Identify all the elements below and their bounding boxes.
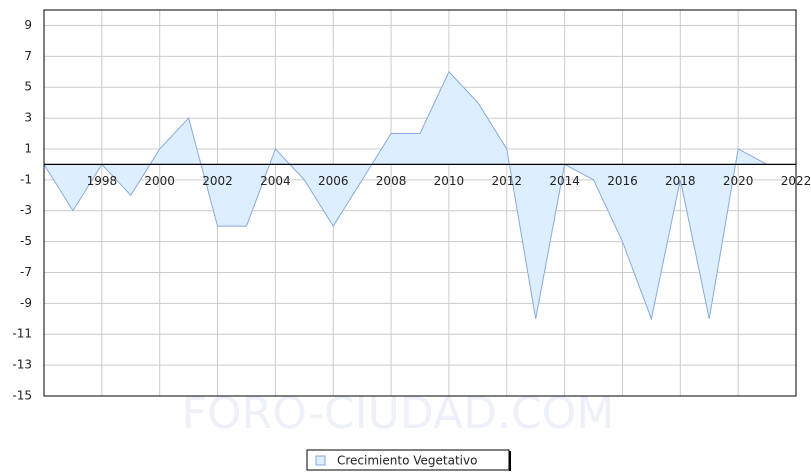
x-tick-label: 2008 bbox=[376, 174, 407, 188]
x-tick-label: 2016 bbox=[607, 174, 638, 188]
y-tick-label: -7 bbox=[20, 265, 32, 279]
y-tick-label: -11 bbox=[12, 327, 32, 341]
y-tick-label: 7 bbox=[24, 49, 32, 63]
x-tick-label: 2002 bbox=[202, 174, 233, 188]
y-tick-label: -9 bbox=[20, 296, 32, 310]
y-tick-label: -1 bbox=[20, 172, 32, 186]
y-tick-label: -13 bbox=[12, 358, 32, 372]
x-tick-label: 2020 bbox=[723, 174, 754, 188]
y-tick-label: 1 bbox=[24, 141, 32, 155]
legend-label: Crecimiento Vegetativo bbox=[337, 454, 477, 468]
x-tick-label: 2004 bbox=[260, 174, 291, 188]
x-tick-label: 2012 bbox=[491, 174, 522, 188]
y-tick-label: 9 bbox=[24, 18, 32, 32]
x-tick-label: 2018 bbox=[665, 174, 696, 188]
area-fill bbox=[44, 71, 768, 319]
y-tick-label: 3 bbox=[24, 111, 32, 125]
x-tick-label: 1998 bbox=[87, 174, 118, 188]
x-tick-label: 2010 bbox=[434, 174, 465, 188]
plot-frame bbox=[43, 9, 797, 397]
legend: Crecimiento Vegetativo bbox=[306, 449, 511, 471]
y-tick-label: -15 bbox=[12, 389, 32, 403]
x-tick-label: 2022 bbox=[781, 174, 811, 188]
y-tick-label: 5 bbox=[24, 80, 32, 94]
legend-swatch bbox=[315, 455, 326, 466]
area-line bbox=[43, 70, 768, 321]
x-tick-label: 2014 bbox=[549, 174, 580, 188]
x-tick-label: 2000 bbox=[144, 174, 175, 188]
y-tick-label: -5 bbox=[20, 234, 32, 248]
x-tick-label: 2006 bbox=[318, 174, 349, 188]
y-tick-label: -3 bbox=[20, 203, 32, 217]
